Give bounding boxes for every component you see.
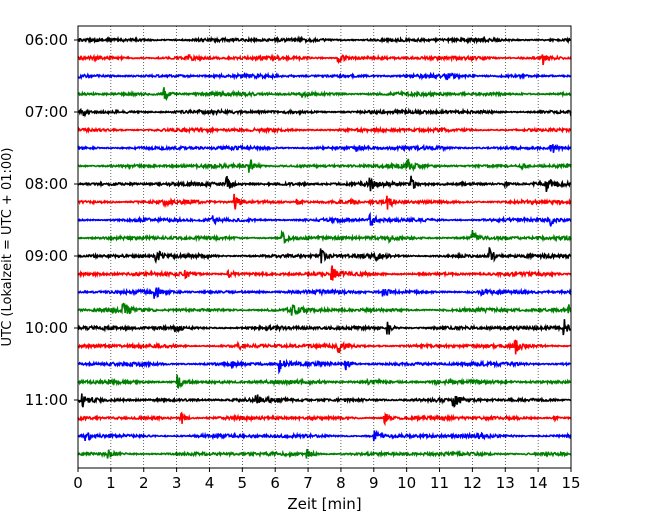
x-tick-label: 9 <box>369 474 379 492</box>
trace-1045 <box>77 374 572 389</box>
x-tick-label: 0 <box>73 474 83 492</box>
x-tick-label: 5 <box>238 474 248 492</box>
trace-0600 <box>77 35 572 45</box>
x-tick-label: 7 <box>303 474 313 492</box>
trace-1115 <box>77 411 572 427</box>
trace-0715 <box>77 125 572 135</box>
trace-0730 <box>77 143 572 153</box>
trace-0745 <box>77 158 572 173</box>
x-tick-label: 2 <box>139 474 149 492</box>
x-tick-label: 15 <box>561 474 580 492</box>
trace-0615 <box>77 53 572 66</box>
trace-1015 <box>77 339 572 355</box>
trace-0830 <box>77 211 572 227</box>
plot-frame <box>77 25 572 469</box>
trace-1000 <box>77 319 572 336</box>
trace-1145 <box>77 448 572 459</box>
x-axis: 0 1 2 3 4 5 6 7 8 9 10 11 12 13 14 15 <box>73 468 581 492</box>
traces-layer <box>77 35 572 459</box>
trace-0800 <box>77 175 572 192</box>
x-axis-label: Zeit [min] <box>287 495 361 513</box>
trace-0630 <box>77 71 572 81</box>
x-tick-label: 13 <box>496 474 515 492</box>
y-axis-label: UTC (Lokalzeit = UTC + 01:00) <box>0 148 15 347</box>
trace-0815 <box>77 193 572 210</box>
trace-1130 <box>77 429 572 442</box>
y-tick-label: 09:00 <box>25 247 68 265</box>
trace-0845 <box>77 229 572 245</box>
x-tick-label: 1 <box>106 474 116 492</box>
x-tick-label: 11 <box>430 474 449 492</box>
trace-0900 <box>77 247 572 264</box>
trace-0700 <box>77 107 572 118</box>
trace-0915 <box>77 265 572 281</box>
trace-1030 <box>77 358 572 375</box>
x-tick-label: 8 <box>336 474 346 492</box>
x-tick-label: 4 <box>205 474 215 492</box>
trace-0645 <box>77 87 572 101</box>
x-tick-label: 12 <box>463 474 482 492</box>
x-tick-label: 3 <box>172 474 182 492</box>
x-tick-label: 14 <box>529 474 548 492</box>
trace-1100 <box>77 393 572 408</box>
trace-0930 <box>77 287 572 299</box>
trace-0945 <box>78 302 572 316</box>
y-tick-label: 06:00 <box>25 31 68 49</box>
x-tick-label: 6 <box>270 474 280 492</box>
y-tick-label: 08:00 <box>25 175 68 193</box>
y-tick-label: 11:00 <box>25 391 68 409</box>
y-tick-label: 07:00 <box>25 103 68 121</box>
y-axis: 06:00 07:00 08:00 09:00 10:00 11:00 <box>25 31 78 409</box>
y-tick-label: 10:00 <box>25 319 68 337</box>
x-tick-label: 10 <box>397 474 416 492</box>
